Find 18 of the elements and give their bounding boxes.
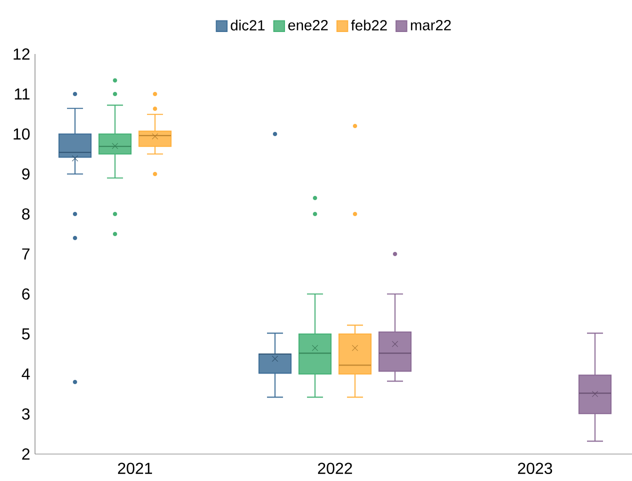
legend-label: dic21 (230, 20, 265, 31)
x-tick-label: 2022 (318, 462, 352, 474)
y-tick-label: 3 (22, 408, 30, 420)
y-tick-label: 2 (22, 448, 30, 460)
y-tick-label: 7 (22, 248, 30, 260)
y-tick-label: 11 (14, 88, 30, 100)
legend-label: ene22 (288, 20, 328, 30)
legend-label: feb22 (351, 20, 387, 31)
y-tick-label: 9 (22, 168, 30, 180)
legend-label: mar22 (410, 20, 451, 30)
y-tick-label: 8 (22, 208, 30, 220)
y-tick-label: 5 (22, 328, 30, 340)
x-tick-label: 2021 (118, 462, 152, 474)
y-tick-label: 6 (22, 288, 30, 300)
y-tick-label: 4 (22, 368, 30, 380)
x-tick-label: 2023 (518, 462, 552, 474)
y-tick-label: 12 (14, 48, 30, 60)
y-tick-label: 10 (14, 128, 30, 140)
